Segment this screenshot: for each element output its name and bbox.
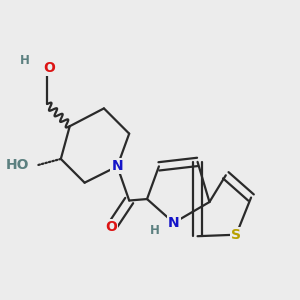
Text: O: O [105,220,117,234]
Text: H: H [20,54,30,67]
Text: S: S [231,228,241,242]
Text: N: N [112,159,123,173]
Text: HO: HO [6,158,29,172]
Text: H: H [149,224,159,237]
Text: N: N [168,216,180,230]
Text: O: O [43,61,55,75]
